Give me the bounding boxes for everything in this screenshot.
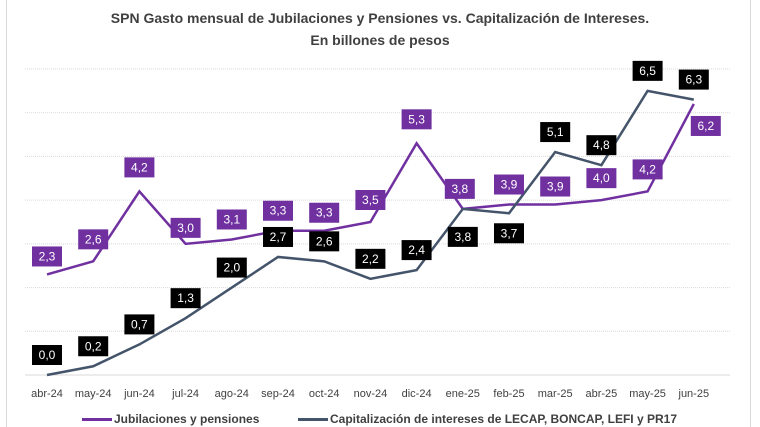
data-label-bg bbox=[78, 336, 109, 357]
data-label-bg bbox=[78, 229, 109, 250]
data-label: 6,3 bbox=[685, 73, 702, 87]
x-tick-label: sep-24 bbox=[261, 388, 295, 400]
data-label-bg bbox=[690, 115, 721, 136]
data-label-bg bbox=[678, 69, 709, 90]
legend-swatch-capitalizacion bbox=[298, 417, 328, 421]
data-label-bg bbox=[444, 178, 475, 199]
x-tick-label: ago-24 bbox=[215, 388, 249, 400]
data-label: 4,2 bbox=[131, 160, 148, 174]
x-tick-label: jul-24 bbox=[171, 388, 199, 400]
data-label-bg bbox=[401, 240, 432, 261]
data-label-bg bbox=[355, 190, 386, 210]
data-label: 3,3 bbox=[270, 204, 287, 218]
x-tick-label: abr-24 bbox=[31, 388, 63, 400]
data-label: 0,7 bbox=[131, 317, 148, 331]
data-label-bg bbox=[586, 168, 617, 189]
data-label: 4,0 bbox=[593, 171, 610, 185]
data-label: 3,9 bbox=[547, 180, 564, 194]
x-tick-label: may-25 bbox=[629, 388, 666, 400]
data-label: 4,2 bbox=[639, 162, 656, 176]
data-label: 0,0 bbox=[39, 348, 56, 362]
data-label: 3,7 bbox=[501, 226, 518, 240]
data-label-bg bbox=[216, 257, 247, 278]
x-tick-label: oct-24 bbox=[309, 388, 340, 400]
chart-frame bbox=[6, 0, 751, 427]
data-label: 3,3 bbox=[316, 206, 333, 220]
data-label-bg bbox=[170, 288, 201, 309]
data-label: 2,6 bbox=[316, 234, 333, 248]
data-label-bg bbox=[494, 223, 524, 244]
data-label-bg bbox=[355, 248, 386, 269]
data-label: 6,2 bbox=[697, 119, 714, 133]
chart-subtitle: En billones de pesos bbox=[310, 32, 450, 48]
data-label: 2,0 bbox=[223, 261, 240, 275]
data-label-bg bbox=[632, 60, 663, 81]
data-label-bg bbox=[32, 246, 62, 267]
legend: Jubilaciones y pensiones Capitalización … bbox=[0, 412, 760, 427]
data-label-bg bbox=[216, 209, 247, 230]
data-label-bg bbox=[124, 314, 155, 335]
data-label: 3,1 bbox=[223, 212, 240, 226]
x-tick-label: jun-24 bbox=[123, 388, 155, 400]
data-label-bg bbox=[309, 231, 340, 252]
data-label-bg bbox=[263, 200, 293, 221]
data-label: 2,3 bbox=[39, 249, 56, 263]
x-tick-label: dic-24 bbox=[402, 388, 432, 400]
data-label: 1,3 bbox=[177, 291, 194, 305]
data-label: 5,3 bbox=[408, 112, 425, 126]
legend-item-jubilaciones: Jubilaciones y pensiones bbox=[82, 412, 259, 426]
x-tick-label: abr-25 bbox=[586, 388, 618, 400]
data-label-bg bbox=[540, 176, 571, 197]
series-line-capitalizacion bbox=[46, 89, 695, 377]
data-label: 2,2 bbox=[362, 252, 379, 266]
legend-label-jubilaciones: Jubilaciones y pensiones bbox=[114, 412, 260, 426]
data-label-bg bbox=[494, 174, 524, 195]
series-line-jubilaciones bbox=[46, 103, 695, 276]
data-label-bg bbox=[263, 226, 293, 247]
data-label-bg bbox=[401, 109, 432, 130]
data-label: 2,4 bbox=[408, 243, 425, 257]
data-label: 6,5 bbox=[639, 64, 656, 78]
data-label: 2,7 bbox=[270, 230, 287, 244]
data-label: 3,5 bbox=[362, 193, 379, 207]
data-label-bg bbox=[586, 135, 617, 156]
data-label: 2,6 bbox=[85, 232, 102, 246]
data-label: 4,8 bbox=[593, 138, 610, 152]
x-tick-label: ene-25 bbox=[446, 388, 480, 400]
x-tick-label: feb-25 bbox=[493, 388, 524, 400]
x-tick-label: nov-24 bbox=[354, 388, 388, 400]
data-label-bg bbox=[124, 157, 155, 178]
x-tick-label: may-24 bbox=[75, 388, 112, 400]
data-label: 3,0 bbox=[177, 221, 194, 235]
data-label: 3,8 bbox=[454, 230, 471, 244]
data-label: 3,8 bbox=[451, 182, 468, 196]
legend-item-capitalizacion: Capitalización de intereses de LECAP, BO… bbox=[298, 412, 677, 426]
legend-label-capitalizacion: Capitalización de intereses de LECAP, BO… bbox=[330, 412, 677, 426]
data-label-bg bbox=[540, 122, 571, 143]
data-label-bg bbox=[447, 226, 478, 247]
legend-swatch-jubilaciones bbox=[82, 417, 112, 421]
data-label: 5,1 bbox=[547, 125, 564, 139]
data-label-bg bbox=[32, 345, 62, 365]
data-label-bg bbox=[170, 217, 201, 238]
chart-title: SPN Gasto mensual de Jubilaciones y Pens… bbox=[110, 10, 650, 26]
x-tick-label: jun-25 bbox=[678, 388, 710, 400]
data-label: 0,2 bbox=[85, 339, 102, 353]
data-label: 3,9 bbox=[501, 178, 518, 192]
data-label-bg bbox=[632, 159, 663, 180]
data-label-bg bbox=[309, 202, 340, 223]
x-tick-label: mar-25 bbox=[538, 388, 573, 400]
